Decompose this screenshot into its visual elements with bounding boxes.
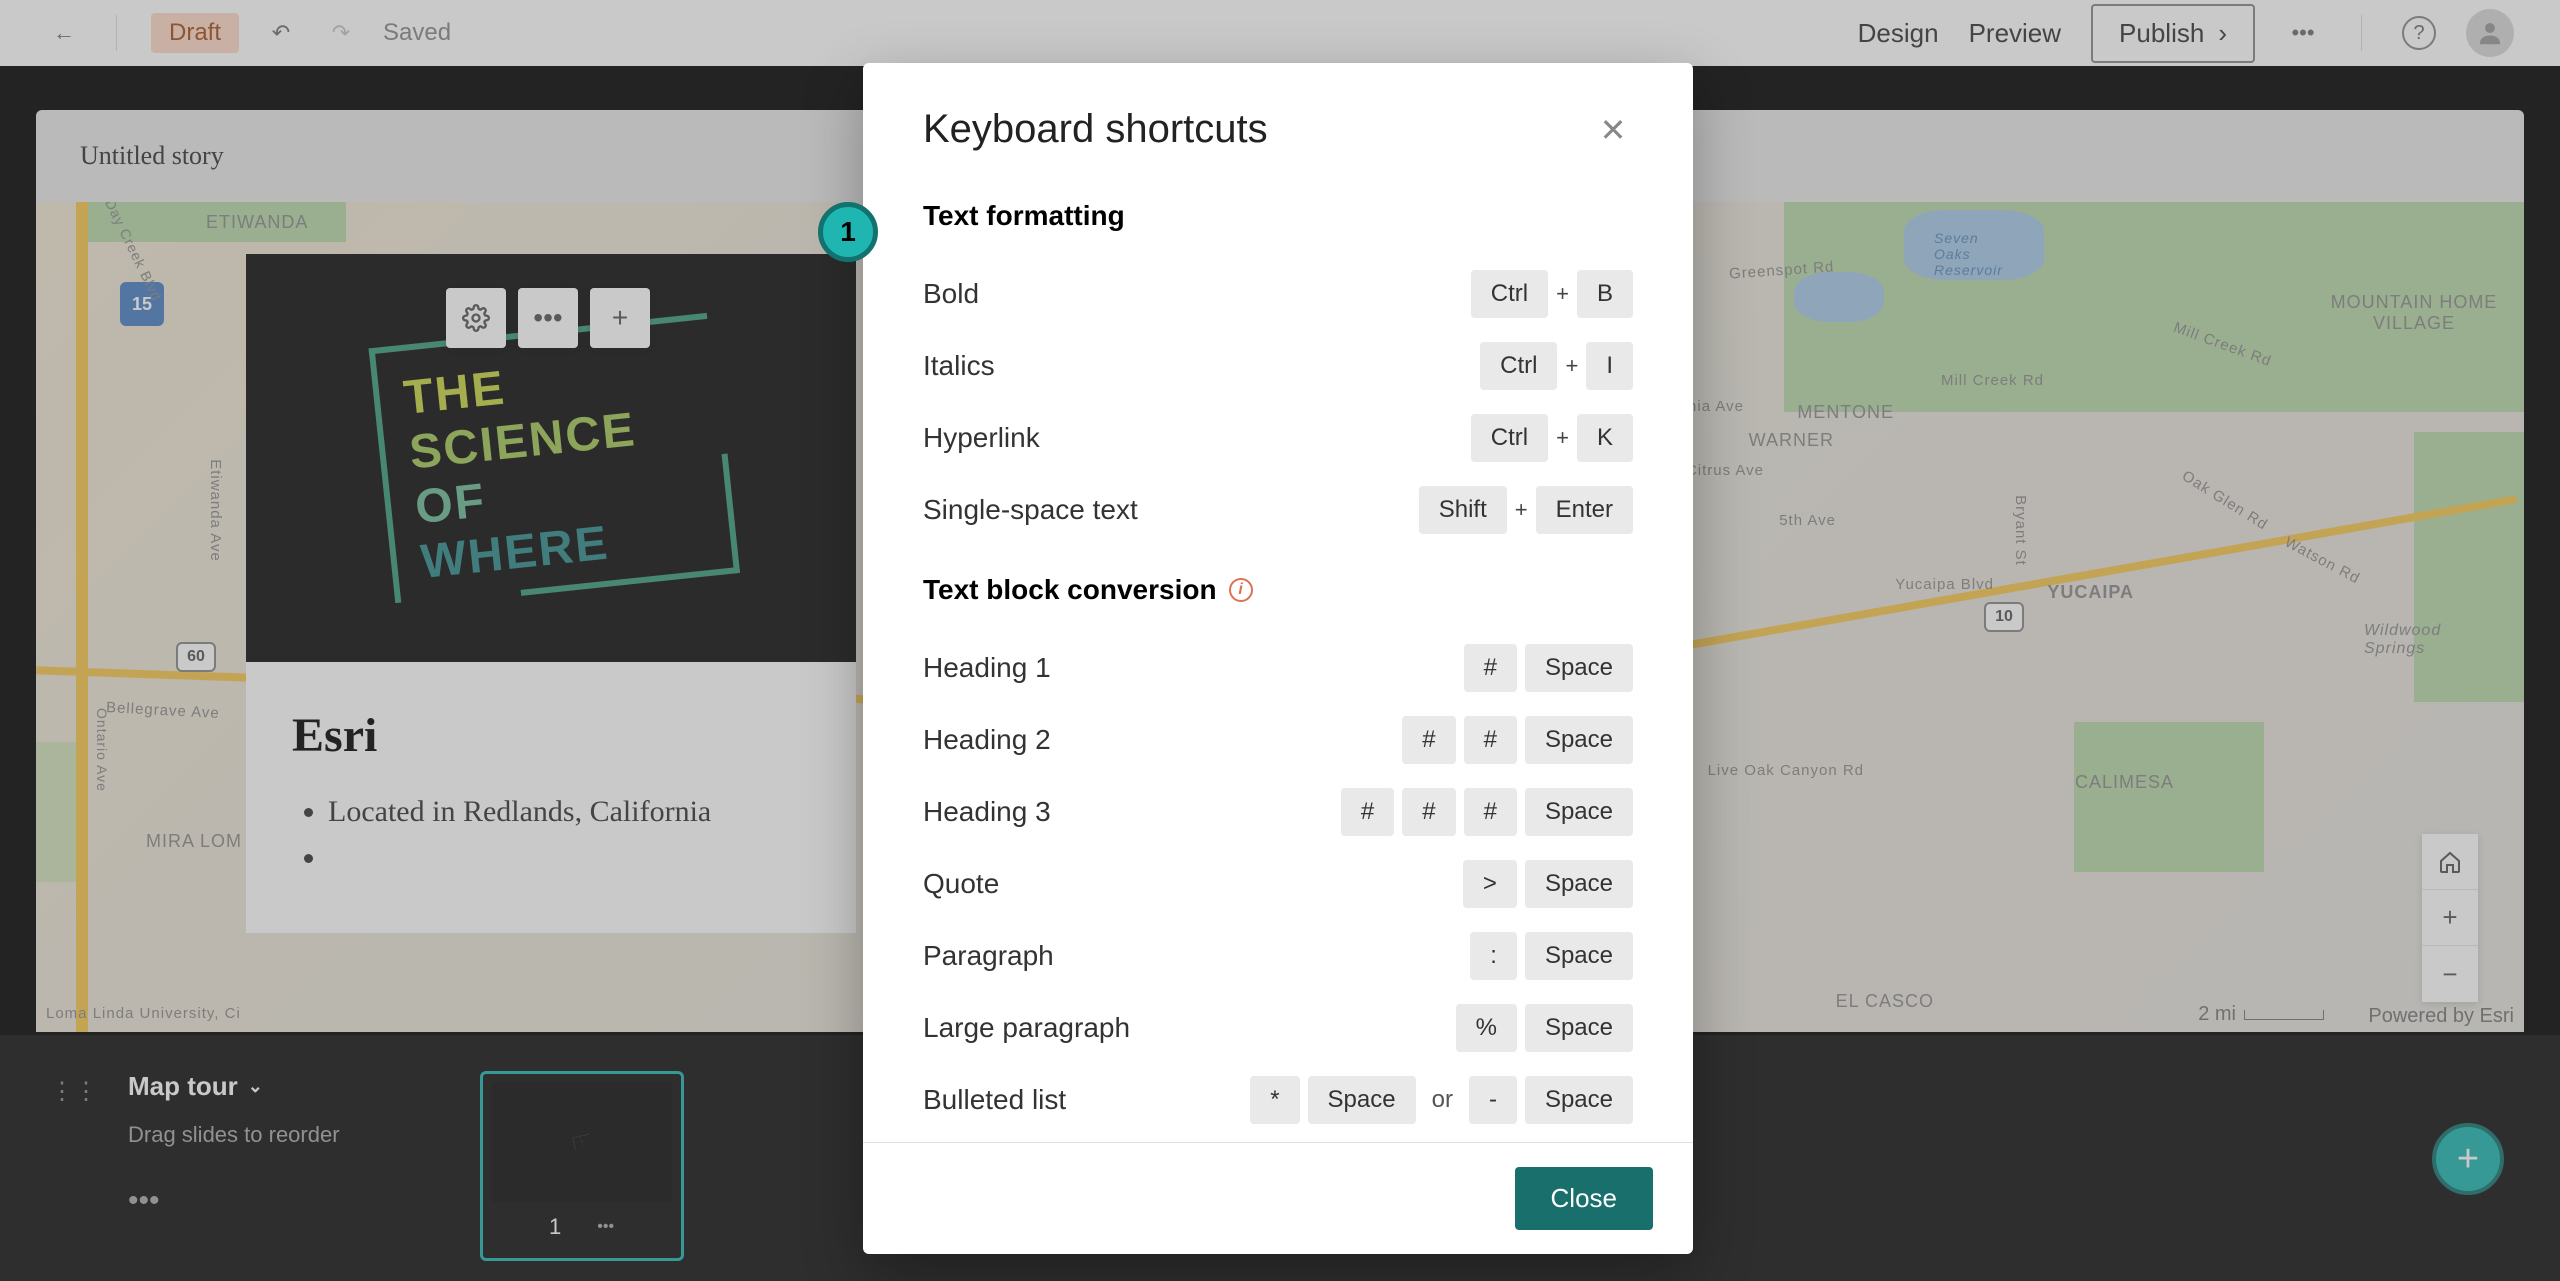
- keyboard-shortcuts-modal: Keyboard shortcuts ✕ Text formatting Bol…: [863, 63, 1693, 1254]
- slide-number-badge: 1: [818, 202, 878, 262]
- modal-title: Keyboard shortcuts: [923, 107, 1268, 152]
- plus-icon: +: [1515, 497, 1528, 523]
- key: %: [1456, 1004, 1517, 1052]
- shortcut-label: Italics: [923, 350, 995, 382]
- close-icon[interactable]: ✕: [1593, 110, 1633, 150]
- key: I: [1586, 342, 1633, 390]
- shortcut-label: Heading 3: [923, 796, 1051, 828]
- plus-icon: +: [1556, 281, 1569, 307]
- key: Ctrl: [1480, 342, 1557, 390]
- plus-icon: +: [1556, 425, 1569, 451]
- shortcut-row: Heading 2 # # Space: [923, 716, 1633, 764]
- plus-icon: +: [1565, 353, 1578, 379]
- key: Shift: [1419, 486, 1507, 534]
- info-icon[interactable]: i: [1229, 578, 1253, 602]
- shortcut-row: Bulleted list * Space or - Space: [923, 1076, 1633, 1124]
- key: #: [1402, 788, 1455, 836]
- key: Space: [1525, 644, 1633, 692]
- key: Enter: [1536, 486, 1633, 534]
- shortcut-row: Paragraph : Space: [923, 932, 1633, 980]
- key: Ctrl: [1471, 414, 1548, 462]
- key: Ctrl: [1471, 270, 1548, 318]
- or-label: or: [1432, 1086, 1453, 1114]
- key: #: [1464, 788, 1517, 836]
- modal-header: Keyboard shortcuts ✕: [863, 63, 1693, 182]
- key: Space: [1308, 1076, 1416, 1124]
- key: #: [1341, 788, 1394, 836]
- shortcut-row: Single-space text Shift + Enter: [923, 486, 1633, 534]
- shortcut-label: Paragraph: [923, 940, 1054, 972]
- shortcut-label: Large paragraph: [923, 1012, 1130, 1044]
- section-heading: Text block conversion i: [923, 574, 1633, 606]
- shortcut-row: Heading 1 # Space: [923, 644, 1633, 692]
- key: Space: [1525, 860, 1633, 908]
- close-button[interactable]: Close: [1515, 1167, 1653, 1230]
- shortcut-row: Large paragraph % Space: [923, 1004, 1633, 1052]
- key: Space: [1525, 1004, 1633, 1052]
- key: Space: [1525, 932, 1633, 980]
- shortcut-row: Hyperlink Ctrl + K: [923, 414, 1633, 462]
- section-heading: Text formatting: [923, 200, 1633, 232]
- shortcut-row: Quote > Space: [923, 860, 1633, 908]
- shortcut-label: Hyperlink: [923, 422, 1040, 454]
- key: Space: [1525, 1076, 1633, 1124]
- key: >: [1463, 860, 1517, 908]
- key: K: [1577, 414, 1633, 462]
- shortcut-label: Quote: [923, 868, 999, 900]
- key: Space: [1525, 788, 1633, 836]
- shortcut-row: Bold Ctrl + B: [923, 270, 1633, 318]
- shortcut-label: Heading 2: [923, 724, 1051, 756]
- modal-body: Text formatting Bold Ctrl + B Italics Ct…: [863, 182, 1693, 1142]
- key: Space: [1525, 716, 1633, 764]
- key: #: [1464, 644, 1517, 692]
- shortcut-label: Bulleted list: [923, 1084, 1066, 1116]
- shortcut-label: Bold: [923, 278, 979, 310]
- key: -: [1469, 1076, 1517, 1124]
- key: #: [1464, 716, 1517, 764]
- shortcut-label: Single-space text: [923, 494, 1138, 526]
- key: B: [1577, 270, 1633, 318]
- key: *: [1250, 1076, 1299, 1124]
- key: #: [1402, 716, 1455, 764]
- key: :: [1470, 932, 1517, 980]
- shortcut-label: Heading 1: [923, 652, 1051, 684]
- shortcut-row: Heading 3 # # # Space: [923, 788, 1633, 836]
- modal-footer: Close: [863, 1142, 1693, 1254]
- shortcut-row: Italics Ctrl + I: [923, 342, 1633, 390]
